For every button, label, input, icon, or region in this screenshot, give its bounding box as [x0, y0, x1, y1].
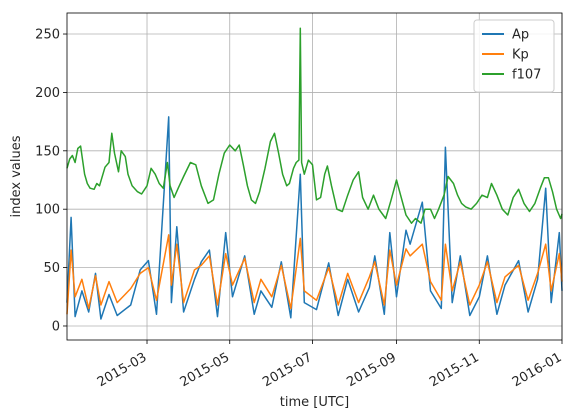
plot-frame: [66, 12, 563, 341]
y-tick-label: 50: [43, 261, 60, 276]
x-axis-label: time [UTC]: [280, 395, 349, 410]
series-line-ap: [66, 116, 563, 320]
y-axis-label: index values: [9, 135, 24, 217]
series-line-kp: [66, 234, 563, 315]
y-tick-label: 0: [52, 319, 60, 334]
legend-label: Ap: [512, 28, 529, 43]
series-layer: [66, 27, 563, 320]
y-tick-label: 100: [35, 203, 60, 218]
series-line-f107: [66, 27, 563, 224]
legend: Ap Kp f107: [473, 19, 555, 93]
y-axis-ticks: 0 50 100 150 200 250: [35, 28, 67, 334]
y-tick-label: 150: [35, 144, 60, 159]
legend-label: Kp: [512, 48, 529, 63]
y-tick-label: 200: [35, 86, 60, 101]
legend-label: f107: [512, 68, 541, 83]
y-tick-label: 250: [35, 28, 60, 43]
